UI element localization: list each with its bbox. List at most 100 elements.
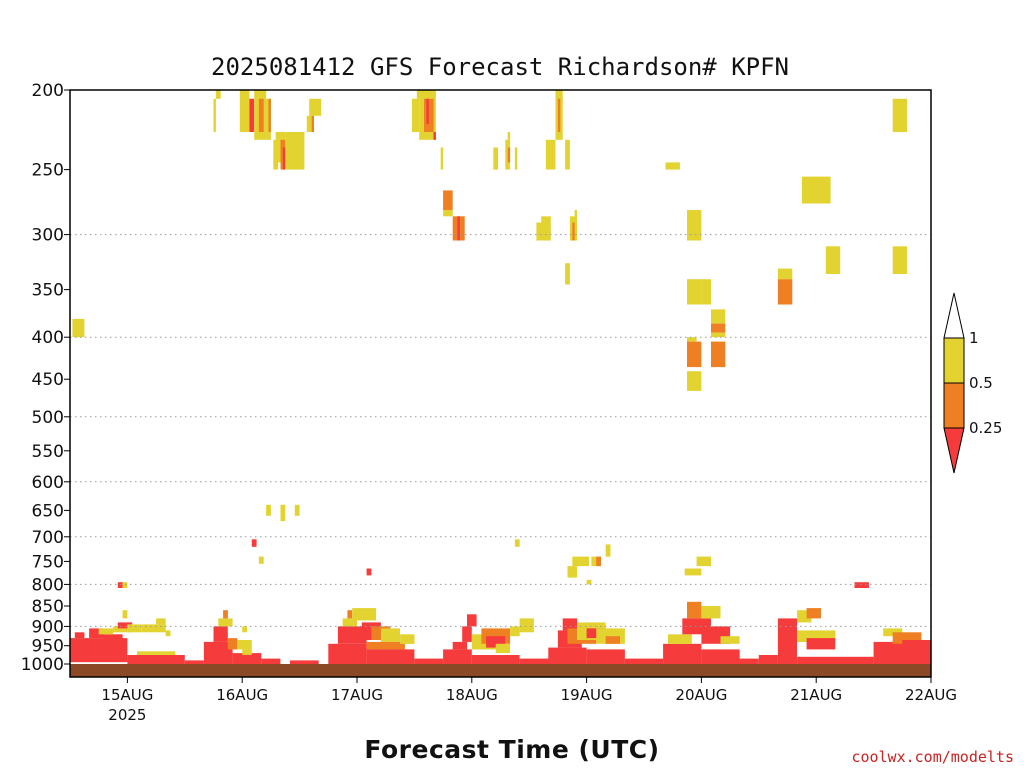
ri-cell	[215, 90, 221, 99]
ri-cell	[687, 341, 702, 368]
ri-cell	[467, 614, 477, 627]
y-tick-label: 350	[32, 281, 64, 301]
ri-cell	[213, 626, 228, 642]
y-tick-label: 800	[32, 575, 64, 595]
colorbar-label: 1	[969, 329, 979, 347]
ri-cell	[663, 643, 702, 664]
ri-cell	[586, 649, 625, 664]
ri-cell	[122, 610, 128, 619]
ri-cell	[495, 643, 510, 654]
ri-cell	[165, 630, 171, 637]
colorbar-bottom-arrow	[943, 427, 965, 474]
ri-cell	[892, 98, 908, 132]
ri-cell	[117, 582, 123, 588]
ri-cell	[414, 658, 444, 664]
ri-cell	[294, 504, 300, 516]
y-tick-label: 850	[32, 597, 64, 617]
ri-cell	[701, 279, 711, 305]
ri-cell	[720, 636, 740, 644]
ri-cell	[565, 139, 570, 170]
y-tick-label: 550	[32, 442, 64, 462]
ri-cell	[696, 556, 711, 567]
ri-cell	[687, 210, 702, 241]
ri-cell	[624, 658, 664, 664]
ri-cell	[306, 115, 312, 132]
ri-cell	[268, 98, 271, 132]
ri-cell	[74, 632, 85, 639]
ri-cell	[258, 98, 264, 132]
ri-cell	[548, 647, 587, 664]
ri-cell	[505, 139, 511, 170]
ri-cell	[519, 658, 558, 664]
x-tick-label: 21AUG	[790, 686, 842, 704]
ri-cell	[545, 139, 556, 170]
ri-cell	[258, 556, 264, 564]
ri-cell	[127, 655, 185, 664]
ri-cell	[443, 210, 453, 217]
ri-cell	[117, 622, 133, 629]
ri-cell	[156, 618, 166, 625]
y-tick-label: 600	[32, 473, 64, 493]
ri-cell	[806, 638, 836, 650]
ri-cell	[440, 147, 444, 170]
ri-cell	[232, 653, 262, 664]
x-tick-label: 15AUG	[101, 686, 153, 704]
ri-cell	[507, 132, 511, 140]
ri-cell	[113, 626, 133, 633]
ri-cell	[443, 649, 472, 664]
x-tick-label: 20AUG	[675, 686, 727, 704]
ri-cell	[457, 216, 460, 241]
gridlines	[70, 234, 931, 627]
ri-cell	[667, 634, 692, 644]
ri-cell	[366, 649, 415, 664]
x-tick-sublabel: 2025	[108, 706, 146, 724]
ri-cell	[514, 539, 520, 547]
ri-cell	[261, 658, 281, 664]
ri-cell	[337, 626, 367, 644]
ri-cell	[103, 634, 123, 650]
ri-cell	[72, 318, 85, 338]
x-tick-label: 22AUG	[905, 686, 957, 704]
ri-cell	[557, 98, 561, 132]
ri-cell	[572, 222, 575, 241]
ri-cell	[218, 618, 233, 627]
x-axis-ticks: 15AUG 2025 16AUG 17AUG 18AUG 19AUG 20AUG 21AUG 2…	[101, 677, 957, 724]
ri-cell	[777, 268, 793, 280]
ri-cell	[328, 643, 367, 664]
x-axis-label: Forecast Time (UTC)	[364, 735, 659, 764]
ri-cell	[412, 98, 420, 132]
ri-cell	[565, 263, 570, 285]
ri-cell	[266, 504, 271, 516]
ri-cell	[213, 98, 216, 132]
colorbar: 1 0.5 0.25	[943, 292, 1002, 474]
colorbar-segment	[943, 382, 965, 429]
x-tick-label: 17AUG	[331, 686, 383, 704]
cells-layer	[70, 90, 931, 664]
ri-cell	[777, 279, 793, 305]
credit-text: coolwx.com/modelts	[851, 748, 1014, 766]
ri-cell	[366, 641, 405, 650]
ri-cell	[141, 624, 166, 633]
x-tick-label: 18AUG	[446, 686, 498, 704]
ri-cell	[711, 341, 726, 368]
ri-cell	[797, 656, 874, 664]
ri-cell	[462, 626, 472, 642]
x-tick-label: 19AUG	[561, 686, 613, 704]
ri-cell	[825, 246, 841, 274]
ri-cell	[203, 641, 233, 664]
ri-cell	[687, 371, 702, 391]
y-tick-label: 950	[32, 637, 64, 657]
ri-cell	[541, 216, 551, 223]
colorbar-label: 0.25	[969, 419, 1002, 437]
ri-cell	[290, 660, 319, 664]
y-tick-label: 200	[32, 81, 64, 101]
ri-cell	[452, 641, 468, 650]
ri-cell	[687, 601, 702, 619]
ri-cell	[380, 628, 400, 642]
ri-cell	[486, 636, 506, 648]
ri-cell	[801, 176, 831, 204]
y-axis-ticks: 200 250 300 350 400 450 500 550 600 650 700 750 8008…	[21, 81, 70, 675]
chart-title: 2025081412 GFS Forecast Richardson# KPFN	[211, 53, 789, 81]
ri-cell	[137, 651, 176, 655]
